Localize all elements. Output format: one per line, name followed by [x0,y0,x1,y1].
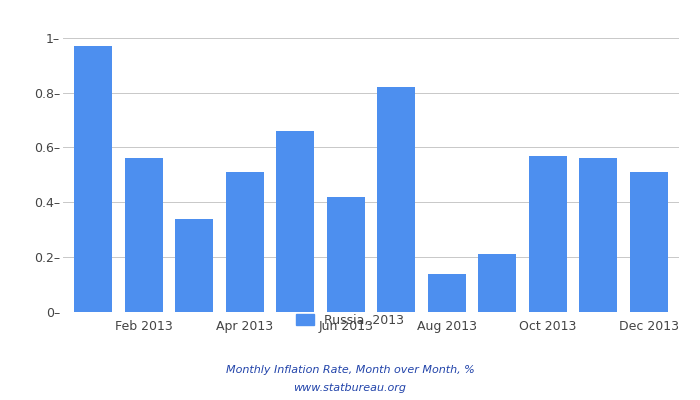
Bar [276,131,314,312]
Text: Monthly Inflation Rate, Month over Month, %: Monthly Inflation Rate, Month over Month… [225,365,475,375]
Bar [630,172,668,312]
Bar [327,197,365,312]
Legend: Russia, 2013: Russia, 2013 [290,309,410,332]
Bar [74,46,112,312]
Bar [428,274,466,312]
Text: www.statbureau.org: www.statbureau.org [293,383,407,393]
Bar [528,156,567,312]
Bar [125,158,162,312]
Bar [580,158,617,312]
Bar [377,87,415,312]
Bar [226,172,264,312]
Bar [175,219,214,312]
Bar [478,254,516,312]
